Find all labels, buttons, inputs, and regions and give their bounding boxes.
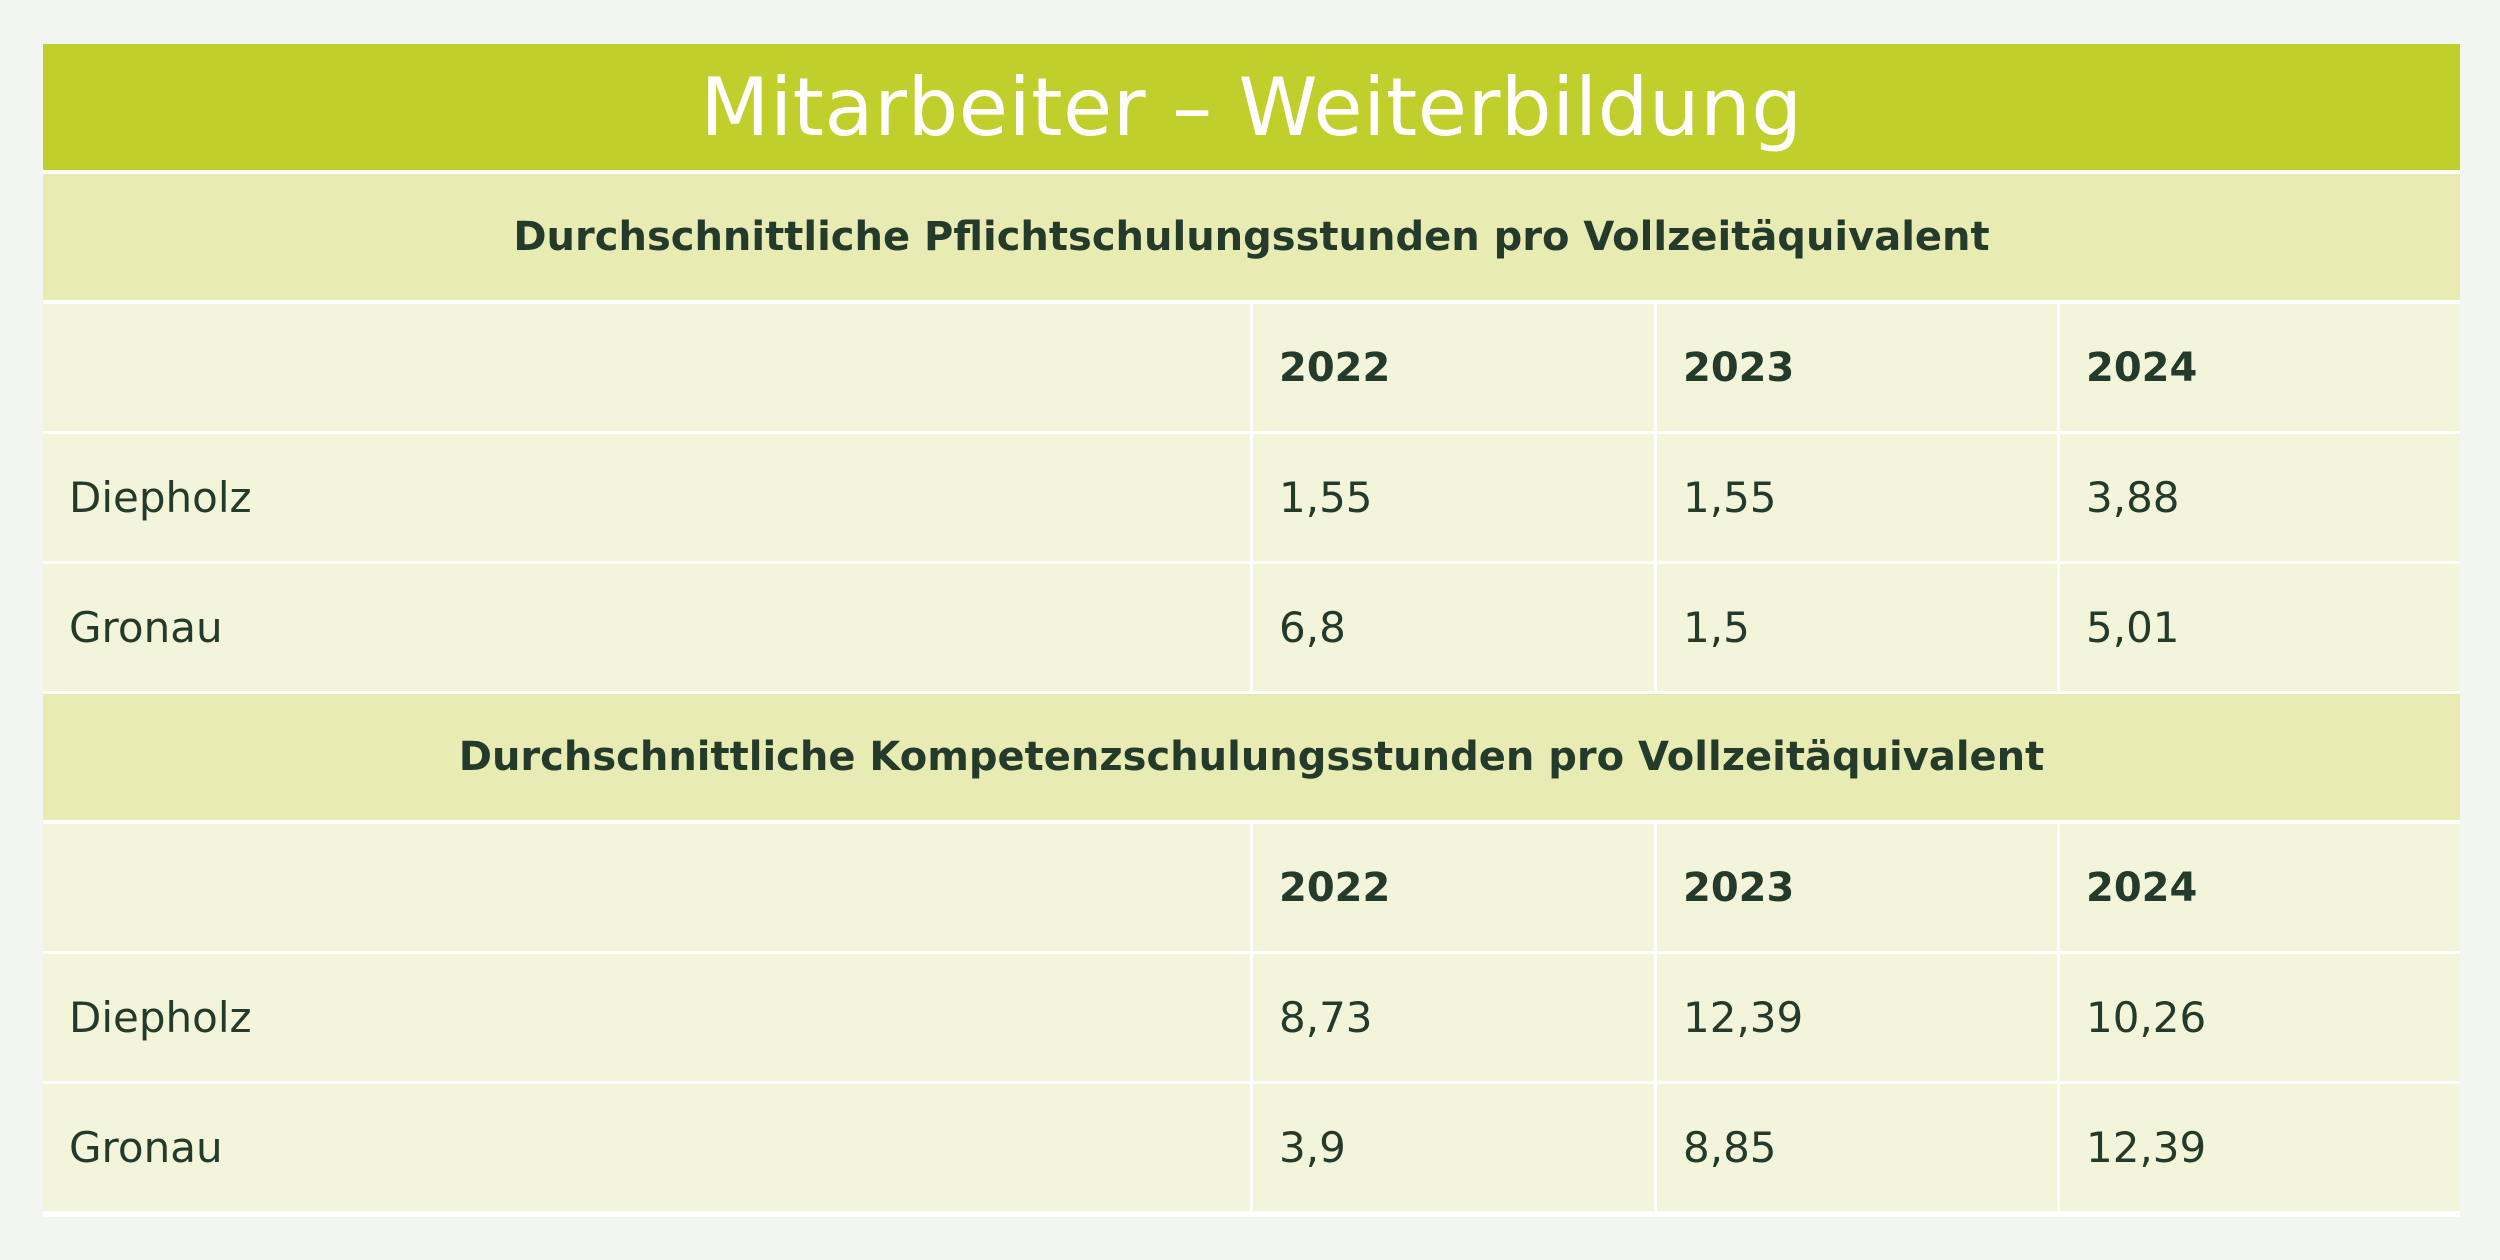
section-heading-label: Durchschnittliche Pflichtschulungsstunde… (513, 214, 1990, 260)
table-cell: 8,85 (1657, 1084, 2057, 1211)
table-cell: 3,88 (2060, 434, 2460, 561)
header-row: 2022 2023 2024 (43, 304, 2460, 431)
header-row: 2022 2023 2024 (43, 824, 2460, 951)
header-cell-year: 2022 (1253, 304, 1654, 431)
header-cell-year: 2023 (1657, 304, 2057, 431)
table-cell: 1,55 (1657, 434, 2057, 561)
table-row: Gronau 3,9 8,85 12,39 (43, 1084, 2460, 1211)
header-cell (43, 304, 1250, 431)
section-heading-competence: Durchschnittliche Kompetenzschulungsstun… (43, 694, 2460, 820)
header-cell-year: 2024 (2060, 824, 2460, 951)
table-cell: 5,01 (2060, 564, 2460, 691)
row-label: Diepholz (43, 434, 1250, 561)
header-cell-year: 2023 (1657, 824, 2057, 951)
table-cell: 12,39 (2060, 1084, 2460, 1211)
table-cell: 10,26 (2060, 954, 2460, 1081)
table-title-bar: Mitarbeiter – Weiterbildung (43, 44, 2460, 170)
header-cell (43, 824, 1250, 951)
table-title: Mitarbeiter – Weiterbildung (700, 60, 1803, 154)
table-cell: 6,8 (1253, 564, 1654, 691)
row-label: Gronau (43, 1084, 1250, 1211)
header-cell-year: 2022 (1253, 824, 1654, 951)
row-label: Diepholz (43, 954, 1250, 1081)
table-cell: 1,55 (1253, 434, 1654, 561)
table-row: Diepholz 1,55 1,55 3,88 (43, 434, 2460, 561)
training-table: Mitarbeiter – Weiterbildung Durchschnitt… (43, 44, 2460, 1217)
table-row: Diepholz 8,73 12,39 10,26 (43, 954, 2460, 1081)
table-cell: 1,5 (1657, 564, 2057, 691)
section-heading-label: Durchschnittliche Kompetenzschulungsstun… (458, 734, 2045, 780)
table-cell: 8,73 (1253, 954, 1654, 1081)
section-heading-mandatory: Durchschnittliche Pflichtschulungsstunde… (43, 174, 2460, 300)
table-cell: 3,9 (1253, 1084, 1654, 1211)
header-cell-year: 2024 (2060, 304, 2460, 431)
row-label: Gronau (43, 564, 1250, 691)
table-cell: 12,39 (1657, 954, 2057, 1081)
table-row: Gronau 6,8 1,5 5,01 (43, 564, 2460, 691)
